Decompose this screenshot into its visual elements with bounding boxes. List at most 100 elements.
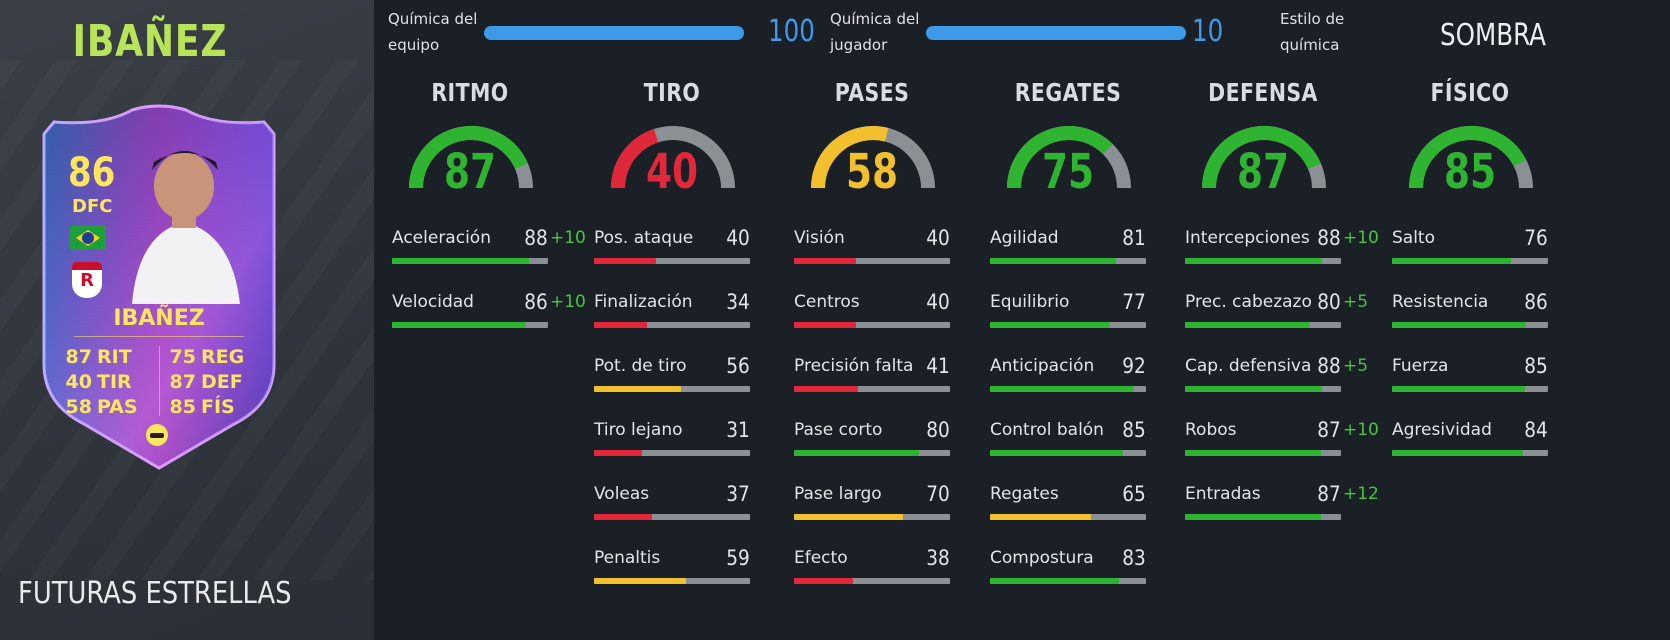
attribute-bar-fill bbox=[794, 258, 857, 264]
attribute-value: 88 bbox=[1317, 354, 1341, 378]
attribute-row: Anticipación 92 bbox=[990, 354, 1146, 396]
attribute-bar bbox=[392, 258, 548, 264]
attribute-name: Precisión falta bbox=[794, 356, 914, 376]
attribute-value: 83 bbox=[1122, 546, 1146, 570]
attribute-value: 80 bbox=[926, 418, 950, 442]
gauge-fill bbox=[1007, 126, 1113, 189]
attribute-row: Centros 40 bbox=[794, 290, 950, 332]
attribute-bar bbox=[594, 322, 750, 328]
attribute-bar bbox=[1185, 450, 1341, 456]
attribute-name: Pase corto bbox=[794, 420, 883, 440]
attribute-row: Efecto 38 bbox=[794, 546, 950, 588]
attribute-name: Pot. de tiro bbox=[594, 356, 687, 376]
card-position: DFC bbox=[72, 196, 113, 217]
attribute-value: 87 bbox=[1317, 418, 1341, 442]
attribute-bar bbox=[1392, 322, 1548, 328]
player-card[interactable]: 86 DFC R IBAÑEZ 87 RIT 40 TIR 58 PAS 75 REG … bbox=[34, 104, 284, 474]
attribute-value: 34 bbox=[726, 290, 750, 314]
chemistry-style-label: Estilo de química bbox=[1280, 10, 1345, 54]
attribute-name: Resistencia bbox=[1392, 292, 1489, 312]
category-gauge bbox=[1409, 126, 1533, 189]
attribute-row: Intercepciones 88 +10 bbox=[1185, 226, 1379, 268]
attribute-row: Aceleración 88 +10 bbox=[392, 226, 586, 268]
attribute-name: Velocidad bbox=[392, 292, 474, 312]
attribute-bar bbox=[1185, 386, 1341, 392]
attribute-row: Agilidad 81 bbox=[990, 226, 1146, 268]
attribute-bonus: +10 bbox=[1343, 420, 1379, 440]
category-gauge bbox=[1202, 126, 1326, 189]
chemistry-style-value: SOMBRA bbox=[1440, 18, 1547, 53]
attribute-value: 56 bbox=[726, 354, 750, 378]
attribute-bar-fill bbox=[990, 450, 1123, 456]
attribute-bar-fill bbox=[1392, 386, 1525, 392]
gauge-fill bbox=[611, 129, 659, 189]
attribute-name: Equilibrio bbox=[990, 292, 1070, 312]
card-divider-vertical bbox=[159, 346, 160, 416]
attribute-bonus: +10 bbox=[550, 228, 586, 248]
attribute-name: Visión bbox=[794, 228, 845, 248]
attribute-row: Agresividad 84 bbox=[1392, 418, 1548, 460]
category-value: 58 bbox=[845, 144, 899, 200]
attribute-name: Cap. defensiva bbox=[1185, 356, 1312, 376]
category-title: PASES bbox=[834, 78, 910, 107]
attribute-name: Intercepciones bbox=[1185, 228, 1310, 248]
attribute-row: Voleas 37 bbox=[594, 482, 750, 524]
card-stat: 85 FÍS bbox=[169, 396, 235, 418]
chemistry-style[interactable]: Estilo de química SOMBRA bbox=[1280, 6, 1640, 60]
attribute-value: 88 bbox=[524, 226, 548, 250]
attribute-value: 84 bbox=[1524, 418, 1548, 442]
card-background bbox=[42, 104, 276, 470]
attribute-name: Penaltis bbox=[594, 548, 661, 568]
team-chemistry-value: 100 bbox=[768, 14, 815, 49]
attribute-value: 37 bbox=[726, 482, 750, 506]
club-badge-icon: R bbox=[72, 262, 102, 298]
attribute-value: 87 bbox=[1317, 482, 1341, 506]
attribute-bonus: +12 bbox=[1343, 484, 1379, 504]
category-value: 85 bbox=[1443, 144, 1497, 200]
player-chemistry: Química del jugador 10 bbox=[830, 6, 1223, 60]
attribute-bar-fill bbox=[594, 258, 657, 264]
attribute-bar-fill bbox=[1185, 258, 1323, 264]
category-gauge bbox=[811, 126, 935, 189]
category-value: 75 bbox=[1041, 144, 1095, 200]
attribute-bonus: +5 bbox=[1343, 292, 1369, 312]
team-chemistry: Química del equipo 100 bbox=[388, 6, 815, 60]
player-chemistry-bar bbox=[926, 26, 1186, 40]
attribute-bar-fill bbox=[594, 386, 682, 392]
attribute-row: Pase corto 80 bbox=[794, 418, 950, 460]
card-stat: 87 RIT bbox=[65, 346, 132, 368]
attribute-bar bbox=[794, 322, 950, 328]
player-chemistry-label: Química del jugador bbox=[830, 10, 920, 54]
attribute-name: Regates bbox=[990, 484, 1059, 504]
attribute-value: 88 bbox=[1317, 226, 1341, 250]
attribute-row: Robos 87 +10 bbox=[1185, 418, 1379, 460]
attribute-name: Centros bbox=[794, 292, 860, 312]
attribute-bar bbox=[594, 514, 750, 520]
attribute-row: Finalización 34 bbox=[594, 290, 750, 332]
attribute-row: Velocidad 86 +10 bbox=[392, 290, 586, 332]
attribute-bar-fill bbox=[1185, 322, 1310, 328]
attribute-bar bbox=[990, 258, 1146, 264]
attribute-name: Aceleración bbox=[392, 228, 491, 248]
attribute-bar bbox=[1185, 322, 1341, 328]
attribute-row: Cap. defensiva 88 +5 bbox=[1185, 354, 1368, 396]
attribute-bar bbox=[794, 514, 950, 520]
card-stat: 75 REG bbox=[169, 346, 245, 368]
attribute-bar-fill bbox=[794, 578, 854, 584]
category-value: 87 bbox=[443, 144, 497, 200]
attribute-value: 65 bbox=[1122, 482, 1146, 506]
team-chemistry-bar bbox=[484, 26, 744, 40]
attribute-bar-fill bbox=[1392, 450, 1524, 456]
promo-name: FUTURAS ESTRELLAS bbox=[18, 576, 292, 611]
attribute-bar bbox=[990, 578, 1146, 584]
attribute-bar-fill bbox=[1185, 450, 1321, 456]
attribute-bar-fill bbox=[594, 578, 687, 584]
card-stat: 58 PAS bbox=[65, 396, 138, 418]
card-rating: 86 bbox=[68, 150, 116, 196]
attribute-bar bbox=[594, 258, 750, 264]
attribute-bar-fill bbox=[990, 258, 1117, 264]
attribute-row: Visión 40 bbox=[794, 226, 950, 268]
attribute-bar-fill bbox=[1392, 258, 1511, 264]
attributes-panel: Química del equipo 100 Química del jugad… bbox=[374, 0, 1670, 640]
player-name-title: IBAÑEZ bbox=[72, 16, 228, 67]
